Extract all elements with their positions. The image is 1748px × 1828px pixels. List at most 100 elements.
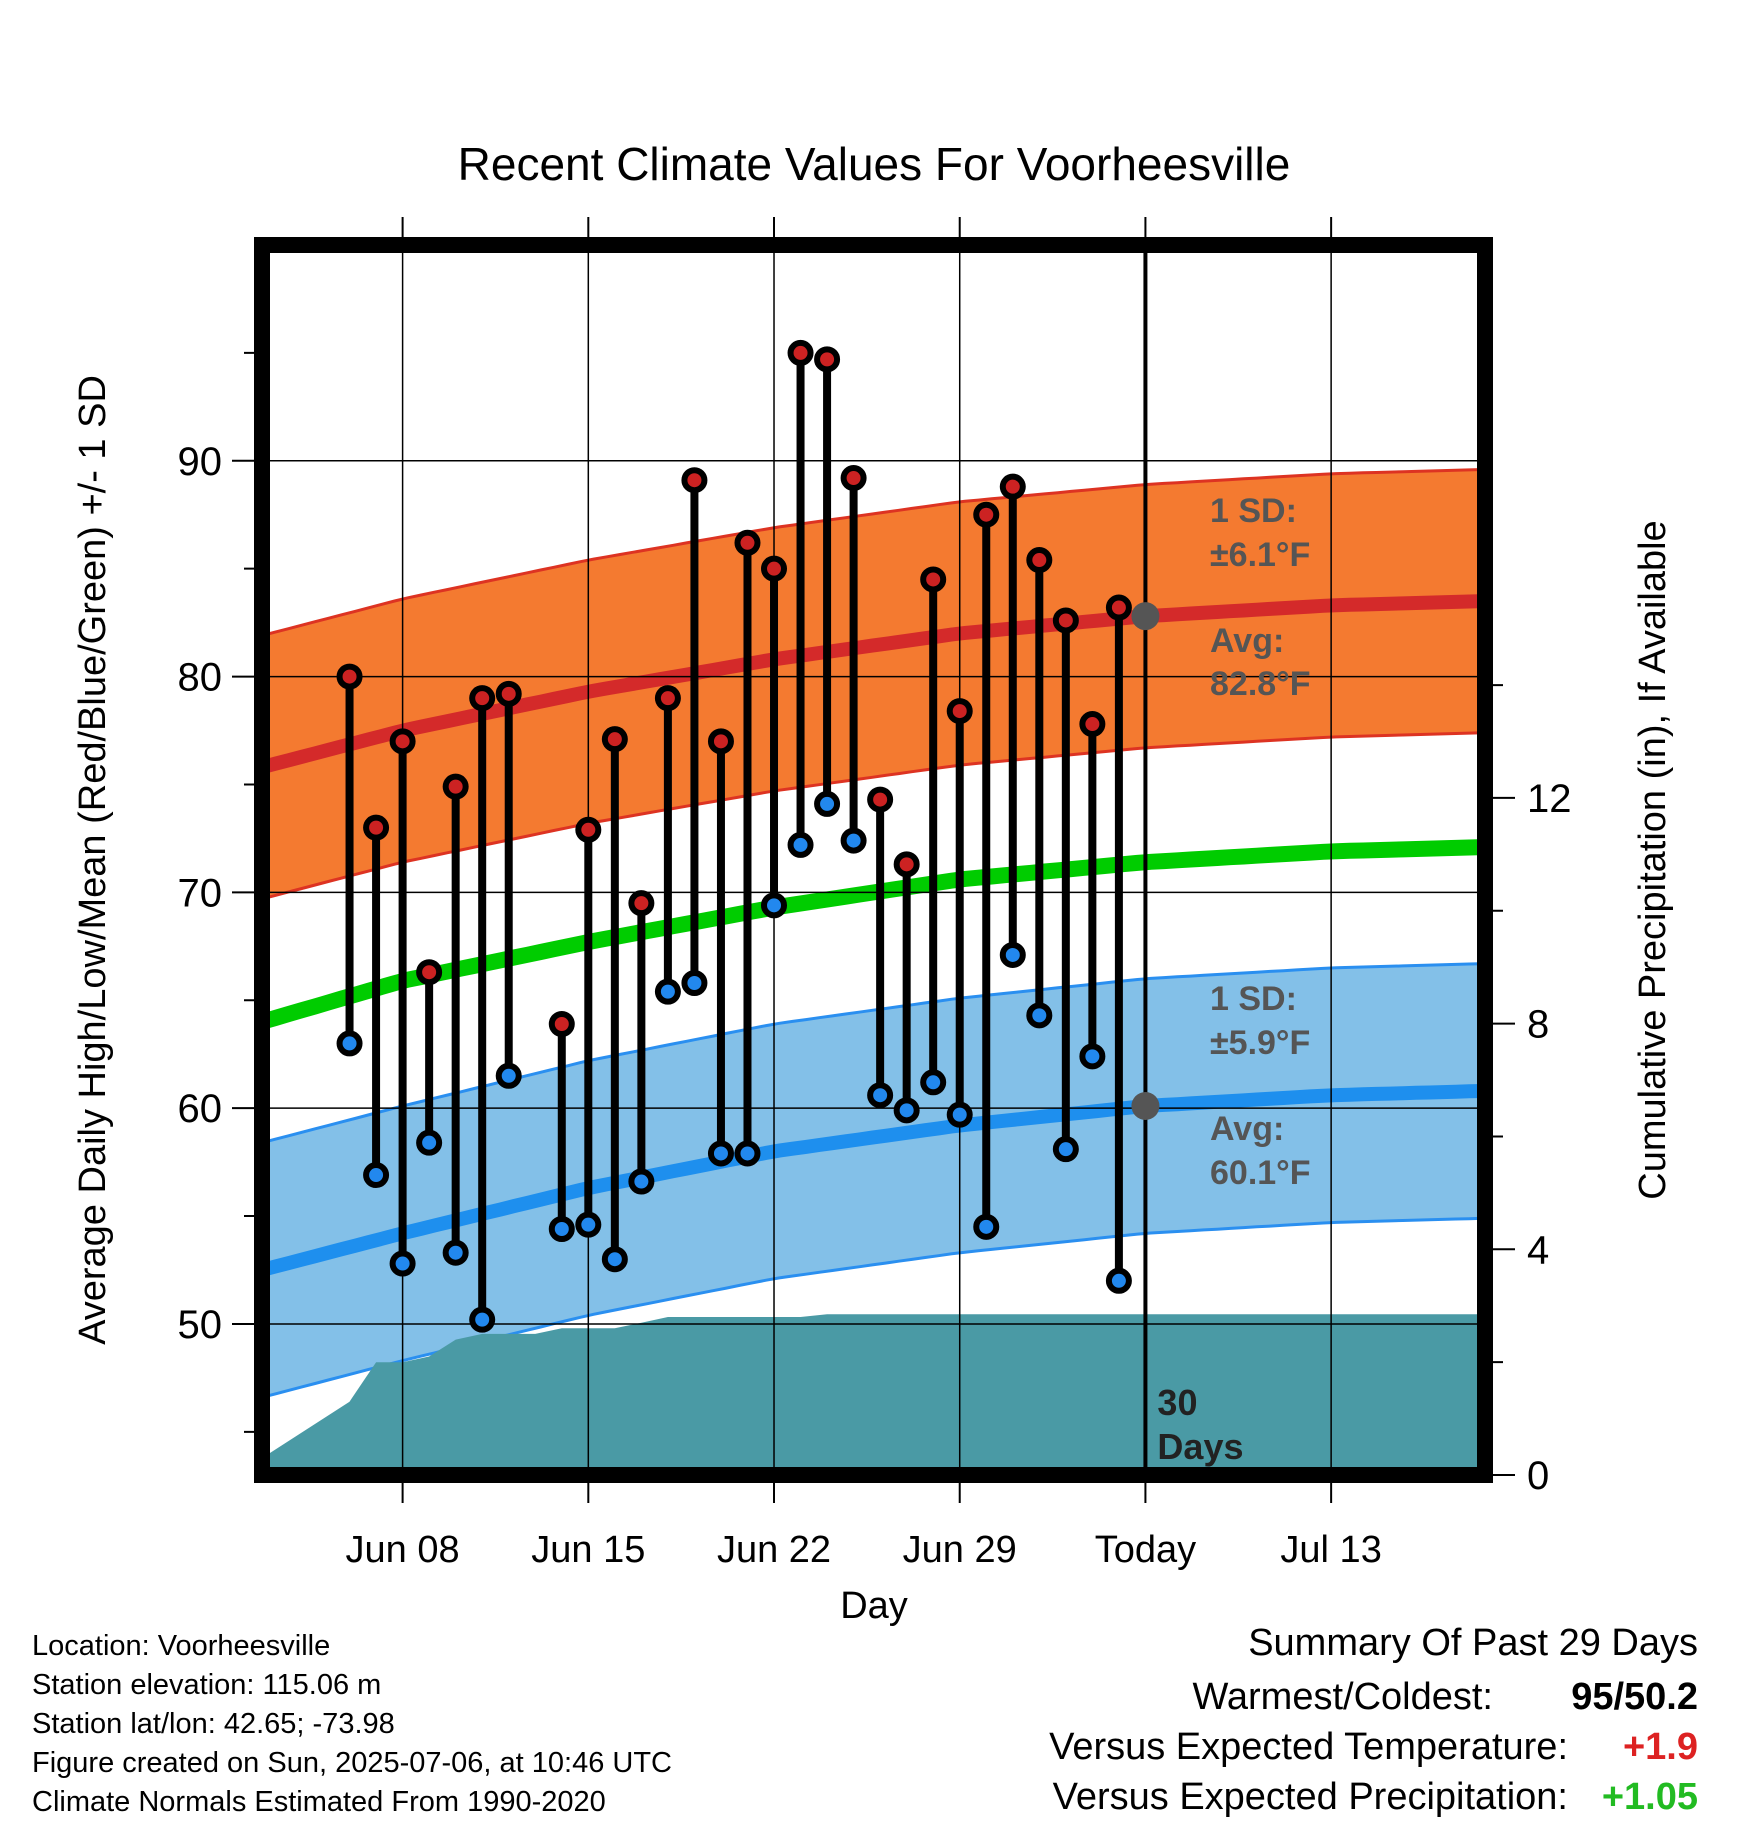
high-avg-label: Avg: bbox=[1210, 622, 1284, 660]
high-marker bbox=[973, 501, 1000, 528]
low-marker bbox=[469, 1306, 496, 1333]
station-latlon: Station lat/lon: 42.65; -73.98 bbox=[32, 1708, 395, 1740]
x-tick-label: Jun 15 bbox=[531, 1529, 645, 1571]
y-tick-label: 60 bbox=[178, 1087, 223, 1131]
x-tick-label: Jul 13 bbox=[1280, 1529, 1381, 1571]
low-marker bbox=[363, 1162, 390, 1189]
high-marker bbox=[469, 685, 496, 712]
low-marker bbox=[336, 1030, 363, 1057]
today-days-label: 30 Days bbox=[1157, 1382, 1243, 1467]
summary-title: Summary Of Past 29 Days bbox=[1248, 1622, 1698, 1664]
today-label-line: 30 bbox=[1157, 1382, 1197, 1423]
y2-tick-label: 8 bbox=[1527, 1003, 1549, 1047]
high-marker bbox=[920, 566, 947, 593]
low-marker bbox=[1105, 1267, 1132, 1294]
low-marker bbox=[787, 831, 814, 858]
low-marker bbox=[416, 1129, 443, 1156]
low-marker bbox=[654, 978, 681, 1005]
high-marker bbox=[416, 959, 443, 986]
plot-frame bbox=[254, 237, 1493, 1483]
climate-normals-note: Climate Normals Estimated From 1990-2020 bbox=[32, 1786, 606, 1818]
low-marker bbox=[734, 1140, 761, 1167]
low-avg-value: 60.1°F bbox=[1210, 1154, 1311, 1192]
today-label-line: Days bbox=[1157, 1426, 1243, 1467]
daily-range-stems bbox=[345, 352, 1123, 1320]
high-sd-label: 1 SD: bbox=[1210, 492, 1297, 530]
y-axis-ticks: 50 60 70 80 90 bbox=[178, 351, 262, 1433]
low-marker bbox=[601, 1246, 628, 1273]
y2-axis-label: Cumulative Precipitation (in), If Availa… bbox=[1632, 520, 1674, 1199]
low-marker bbox=[495, 1062, 522, 1089]
low-marker bbox=[442, 1239, 469, 1266]
chart-title: Recent Climate Values For Voorheesville bbox=[458, 138, 1291, 190]
high-marker bbox=[1105, 594, 1132, 621]
high-marker bbox=[601, 726, 628, 753]
x-axis-ticks: Jun 08 Jun 15 Jun 22 Jun 29 Today Jul 13 bbox=[346, 217, 1382, 1571]
precipitation-area bbox=[262, 1314, 1485, 1475]
x-axis-label: Day bbox=[840, 1585, 908, 1627]
high-marker bbox=[1026, 547, 1053, 574]
low-marker bbox=[893, 1097, 920, 1124]
high-marker bbox=[336, 663, 363, 690]
low-marker bbox=[1026, 1002, 1053, 1029]
low-marker bbox=[575, 1211, 602, 1238]
low-sd-value: ±5.9°F bbox=[1210, 1024, 1310, 1062]
high-marker bbox=[495, 680, 522, 707]
low-marker bbox=[999, 941, 1026, 968]
precip-vs-expected-value: +1.05 bbox=[1601, 1776, 1698, 1818]
x-tick-label: Jun 22 bbox=[717, 1529, 831, 1571]
station-elevation: Station elevation: 115.06 m bbox=[32, 1669, 382, 1701]
y2-tick-label: 4 bbox=[1527, 1228, 1549, 1272]
high-marker bbox=[442, 773, 469, 800]
high-marker bbox=[363, 814, 390, 841]
x-tick-label: Today bbox=[1095, 1529, 1196, 1571]
y2-axis-ticks: 0 4 8 12 bbox=[1485, 684, 1572, 1498]
high-marker bbox=[389, 728, 416, 755]
high-marker bbox=[893, 851, 920, 878]
y-tick-label: 80 bbox=[178, 656, 223, 700]
low-marker bbox=[628, 1168, 655, 1195]
high-marker bbox=[761, 555, 788, 582]
low-marker bbox=[814, 790, 841, 817]
low-marker bbox=[946, 1101, 973, 1128]
high-marker bbox=[999, 473, 1026, 500]
high-avg-line bbox=[262, 594, 1483, 774]
x-tick-label: Jun 29 bbox=[903, 1529, 1017, 1571]
y-axis-label: Average Daily High/Low/Mean (Red/Blue/Gr… bbox=[72, 375, 114, 1345]
temp-vs-expected-value: +1.9 bbox=[1622, 1726, 1698, 1768]
low-marker bbox=[973, 1213, 1000, 1240]
warmest-coldest-value: 95/50.2 bbox=[1571, 1676, 1698, 1718]
high-marker bbox=[707, 728, 734, 755]
daily-markers bbox=[336, 339, 1132, 1333]
normal-bands bbox=[262, 467, 1484, 1399]
today-high-avg-dot bbox=[1131, 602, 1160, 631]
y2-tick-label: 12 bbox=[1527, 777, 1572, 821]
warmest-coldest-label: Warmest/Coldest: bbox=[1192, 1676, 1493, 1718]
precip-area bbox=[262, 1314, 1485, 1475]
x-tick-label: Jun 08 bbox=[346, 1529, 460, 1571]
low-marker bbox=[389, 1250, 416, 1277]
high-marker bbox=[867, 786, 894, 813]
low-marker bbox=[920, 1069, 947, 1096]
y-tick-label: 70 bbox=[178, 871, 223, 915]
today-avg-dots bbox=[1131, 602, 1160, 1120]
low-marker bbox=[1052, 1136, 1079, 1163]
today-low-avg-dot bbox=[1131, 1092, 1160, 1120]
high-marker bbox=[946, 698, 973, 725]
high-sd-value: ±6.1°F bbox=[1210, 536, 1310, 574]
high-marker bbox=[1079, 711, 1106, 738]
figure-created: Figure created on Sun, 2025-07-06, at 10… bbox=[32, 1747, 672, 1779]
low-avg-label: Avg: bbox=[1210, 1110, 1284, 1148]
high-marker bbox=[548, 1011, 575, 1037]
low-marker bbox=[681, 970, 708, 996]
low-avg-line bbox=[262, 1084, 1483, 1277]
high-marker bbox=[575, 816, 602, 843]
annotations: 1 SD: ±6.1°F Avg: 82.8°F 1 SD: ±5.9°F Av… bbox=[1210, 492, 1311, 1192]
low-marker bbox=[761, 892, 788, 919]
low-marker bbox=[1079, 1043, 1106, 1070]
high-marker bbox=[787, 339, 814, 366]
low-marker bbox=[707, 1140, 734, 1167]
high-marker bbox=[681, 467, 708, 494]
y-tick-label: 50 bbox=[178, 1303, 223, 1347]
